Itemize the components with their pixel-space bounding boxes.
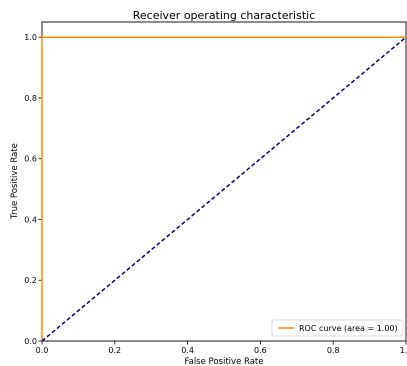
- x-axis-label: False Positive Rate: [185, 357, 264, 366]
- y-tick-label: 0.2: [24, 276, 37, 285]
- chance-diagonal-line: [41, 36, 407, 342]
- legend: ROC curve (area = 1.00): [271, 319, 404, 337]
- x-tick-label: 1.0: [400, 346, 407, 355]
- series-lines: [41, 36, 407, 342]
- y-axis-ticks: 0.0 0.2 0.4 0.6 0.8 1.0: [24, 33, 42, 346]
- plot-frame: [41, 21, 407, 342]
- x-tick-label: 0.8: [327, 346, 340, 355]
- x-tick-label: 0.0: [36, 346, 49, 355]
- y-tick-label: 0.8: [24, 94, 37, 103]
- plot-area: [41, 21, 407, 342]
- x-tick-label: 0.2: [108, 346, 121, 355]
- x-axis-ticks: 0.0 0.2 0.4 0.6 0.8 1.0: [36, 341, 407, 355]
- legend-label-roc-curve: ROC curve (area = 1.00): [299, 324, 398, 333]
- y-tick-label: 1.0: [24, 33, 37, 42]
- x-tick-label: 0.4: [181, 346, 194, 355]
- y-axis-label: True Positive Rate: [10, 143, 20, 220]
- roc-curve-line: [41, 36, 406, 341]
- chart-title: Receiver operating characteristic: [133, 9, 316, 22]
- legend-box: [271, 319, 404, 337]
- x-tick-label: 0.6: [254, 346, 267, 355]
- y-tick-label: 0.6: [24, 155, 37, 164]
- y-tick-label: 0.4: [24, 215, 37, 224]
- y-tick-label: 0.0: [24, 337, 37, 346]
